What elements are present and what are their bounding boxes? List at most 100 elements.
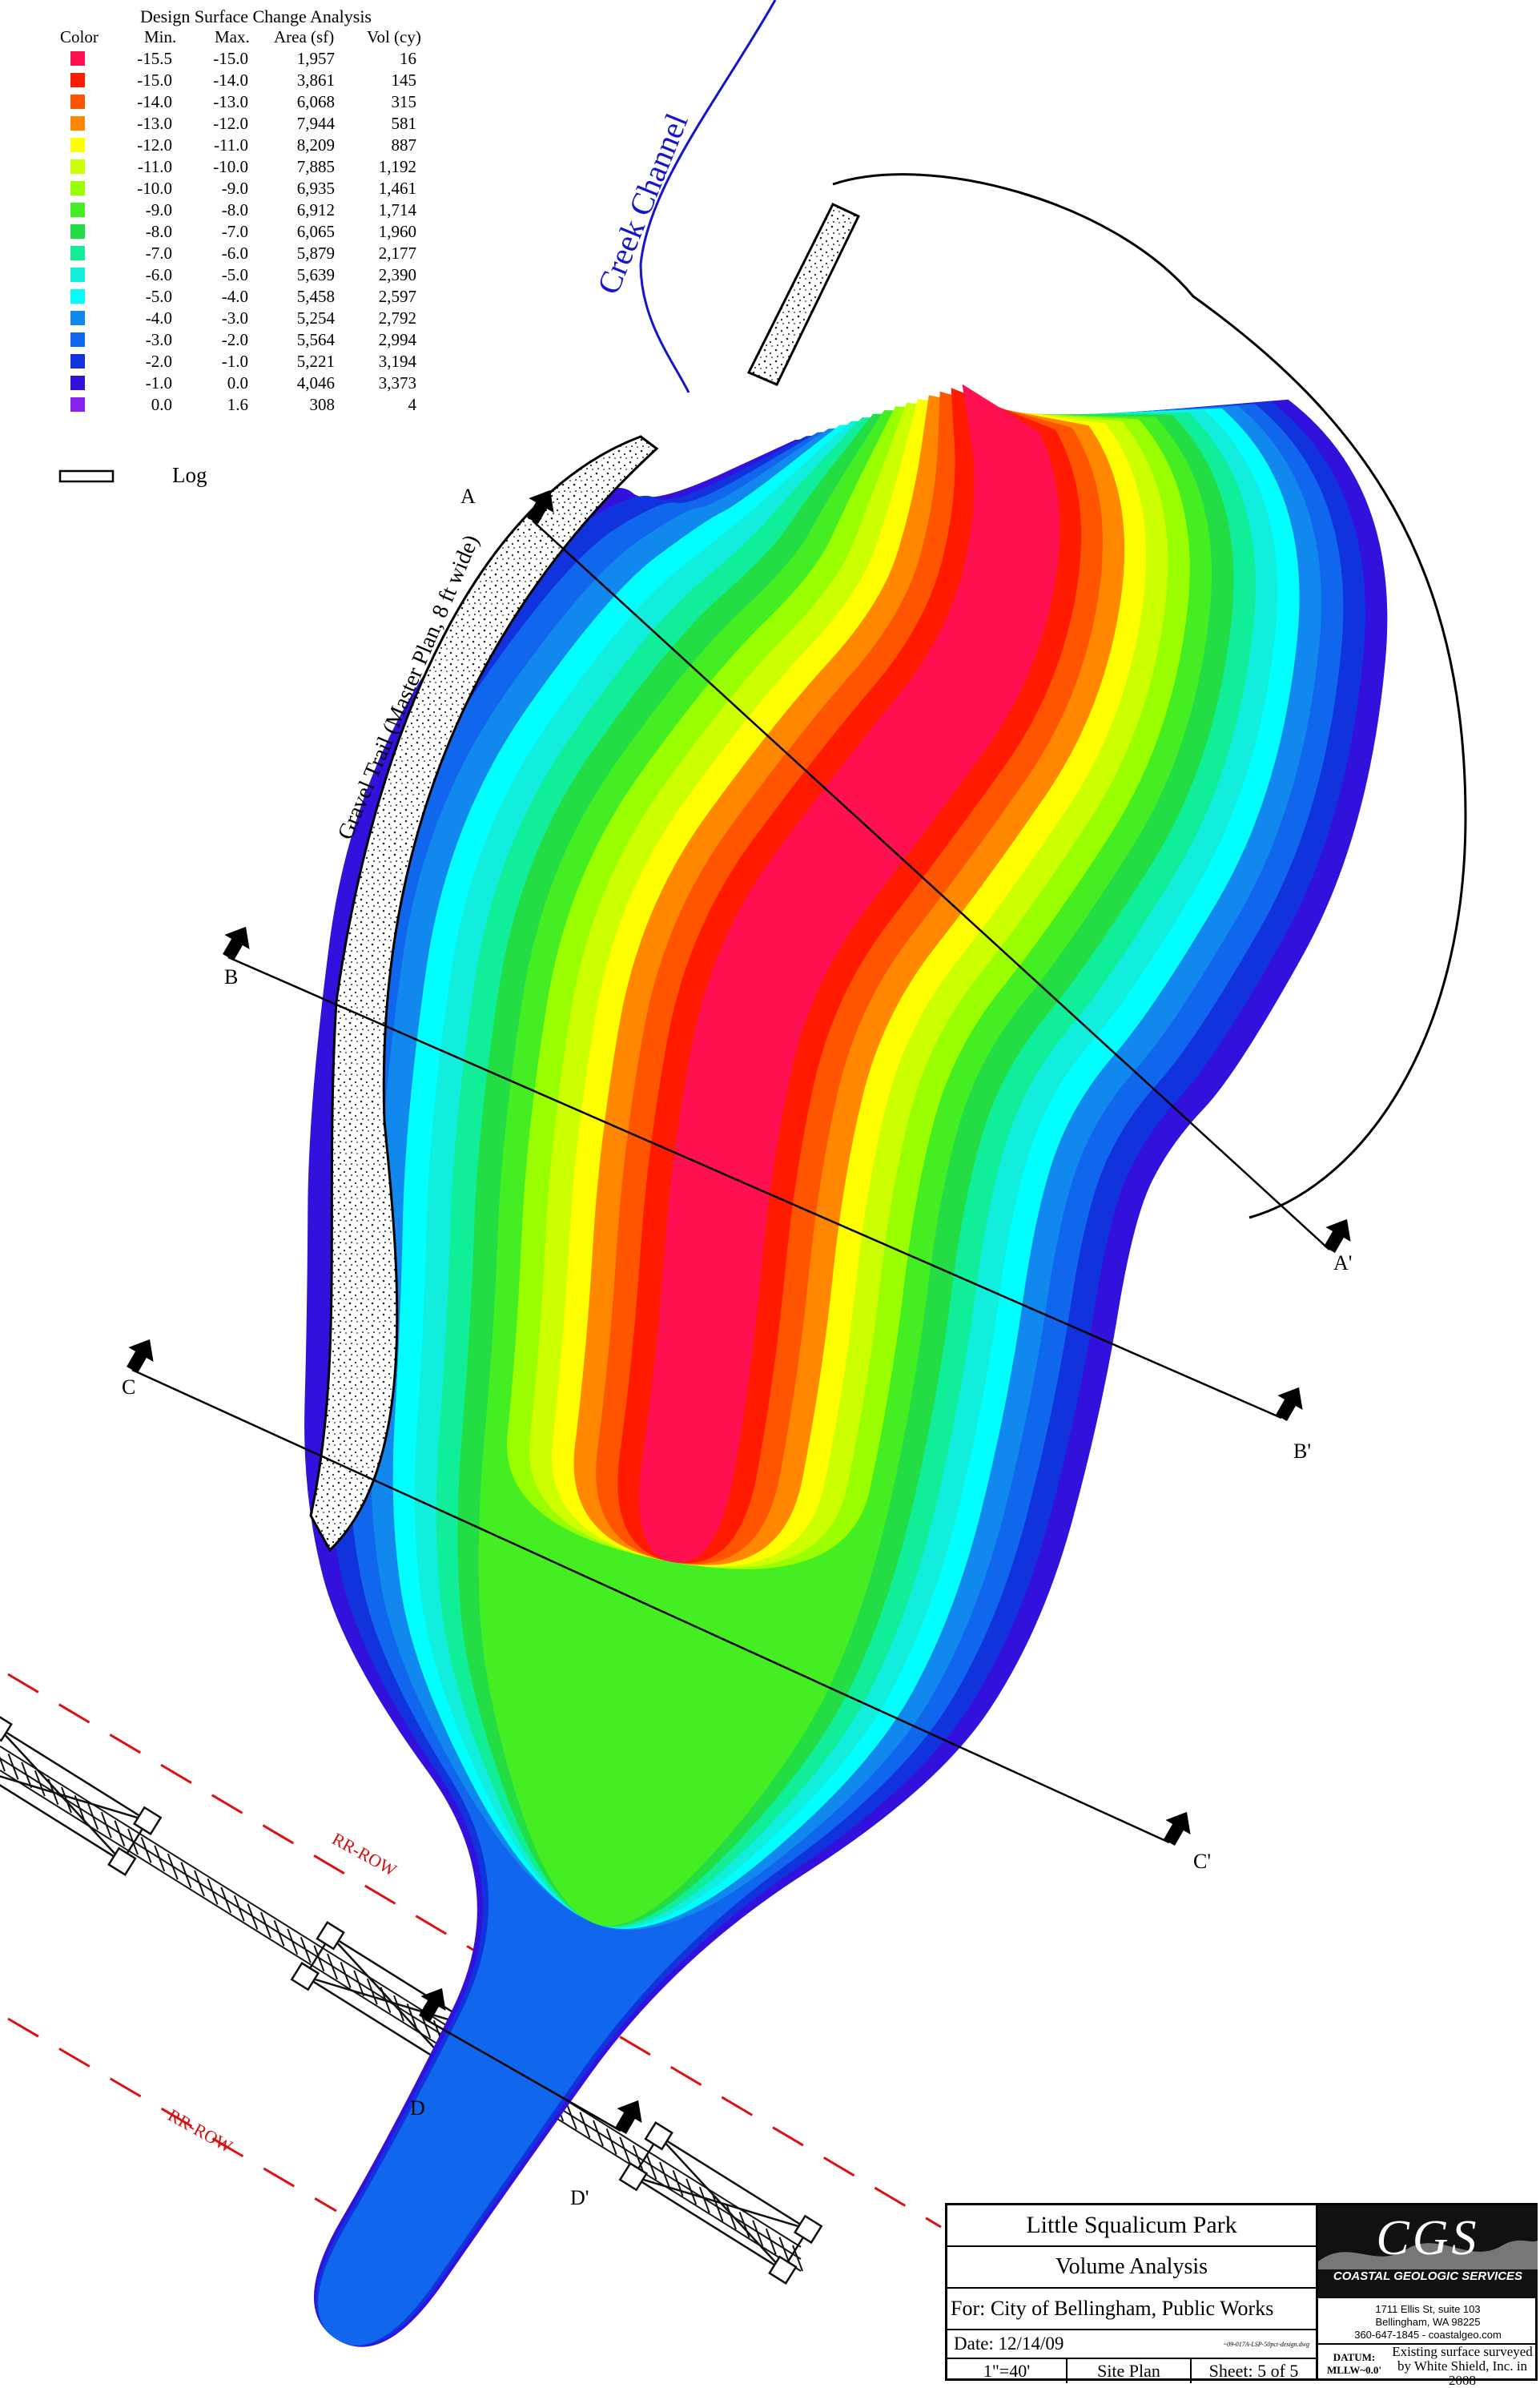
- section-line: [424, 2017, 621, 2132]
- rail-tie: [273, 1920, 285, 1947]
- depth-contours: [304, 384, 1388, 2347]
- company-logo-letters: CGS: [1376, 2211, 1480, 2265]
- creek-channel-line: [639, 0, 777, 393]
- legend-max-value: -13.0: [213, 92, 248, 111]
- rail-tie: [220, 1887, 232, 1914]
- legend-swatch: [70, 224, 85, 239]
- legend-min-value: -11.0: [138, 157, 172, 176]
- rail-tie: [619, 2136, 631, 2164]
- rail-tie: [300, 1936, 312, 1963]
- legend-swatch: [70, 95, 85, 109]
- rail-tie: [287, 1928, 299, 1955]
- section-line: [227, 956, 1282, 1420]
- legend-vol-value: 3,373: [379, 373, 416, 393]
- section-arrow: [223, 926, 250, 960]
- legend-vol-value: 16: [400, 49, 416, 68]
- shoreline-outline: [832, 173, 1467, 1219]
- legend-max-value: -12.0: [213, 114, 248, 133]
- rail-tie: [340, 1962, 352, 1988]
- rail-tie: [313, 1945, 325, 1971]
- section-arrow: [527, 489, 554, 524]
- section-start-label: A: [460, 485, 476, 508]
- rail-tie: [100, 1811, 112, 1838]
- section-arrow: [1164, 1811, 1191, 1846]
- legend-area-value: 308: [310, 395, 336, 414]
- legend-area-value: 3,861: [297, 70, 335, 90]
- legend-max-value: -6.0: [222, 244, 248, 263]
- cross-section-lines: A A' B B' C C' D D': [122, 485, 1352, 2209]
- rail-tie: [167, 1853, 179, 1880]
- legend-max-value: -5.0: [222, 265, 248, 284]
- log-legend-symbol: [58, 469, 115, 483]
- drawing-file: ~09-017A-LSP-50pct-design.dwg: [1223, 2340, 1309, 2348]
- drawing-scale: 1"=40': [947, 2359, 1068, 2383]
- trestle-bent: [618, 2121, 823, 2285]
- creek-channel-label: Creek Channel: [590, 108, 695, 299]
- legend-header-min: Min.: [144, 27, 176, 46]
- rail-tie: [579, 2112, 591, 2138]
- legend-min-value: -9.0: [146, 200, 172, 219]
- legend-header-max: Max.: [215, 27, 250, 46]
- rail-tie: [233, 1895, 245, 1922]
- sheet-number: Sheet: 5 of 5: [1208, 2361, 1299, 2381]
- legend-max-value: -10.0: [213, 157, 248, 176]
- legend-vol-value: 315: [392, 92, 417, 111]
- legend-max-value: -1.0: [222, 352, 248, 371]
- legend-area-value: 4,046: [297, 373, 335, 393]
- rail-tie: [207, 1879, 219, 1905]
- legend-area-value: 5,879: [297, 244, 335, 263]
- legend-header-vol: Vol (cy): [367, 27, 421, 46]
- legend-max-value: 0.0: [227, 373, 248, 393]
- rail-tie: [7, 1754, 19, 1780]
- section-line: [131, 1368, 1170, 1844]
- legend-swatch: [70, 159, 85, 174]
- legend-area-value: 6,065: [297, 222, 335, 241]
- rail-tie: [698, 2186, 710, 2213]
- legend-area-value: 5,564: [297, 330, 336, 349]
- rail-tie: [565, 2103, 577, 2130]
- survey-note: Existing surface surveyed by White Shiel…: [1392, 2344, 1533, 2388]
- legend-max-value: -14.0: [213, 70, 248, 90]
- legend-area-value: 8,209: [297, 135, 335, 155]
- section-start-label: D: [410, 2096, 425, 2120]
- rail-tie: [765, 2228, 777, 2255]
- legend-vol-value: 2,390: [379, 265, 416, 284]
- legend-vol-value: 1,192: [379, 157, 416, 176]
- legend-max-value: -11.0: [214, 135, 248, 155]
- legend-swatch: [70, 354, 85, 368]
- legend-max-value: -2.0: [222, 330, 248, 349]
- legend-vol-value: 4: [408, 395, 417, 414]
- legend-area-value: 7,885: [297, 157, 335, 176]
- legend-swatch: [70, 332, 85, 347]
- legend-min-value: -10.0: [137, 179, 172, 198]
- legend-vol-value: 581: [392, 114, 417, 133]
- legend-header-area: Area (sf): [274, 27, 334, 46]
- section-line: [532, 520, 1330, 1250]
- legend-max-value: 1.6: [227, 395, 248, 414]
- rail-tie: [686, 2178, 698, 2205]
- section-arrow: [1324, 1218, 1351, 1253]
- rail-tie: [34, 1770, 46, 1797]
- section-end-label: D': [570, 2186, 589, 2209]
- gravel-trail: [309, 435, 659, 1552]
- legend-vol-value: 2,597: [379, 287, 416, 306]
- rail-tie: [180, 1862, 192, 1888]
- company-address-1: 1711 Ellis St, suite 103: [1375, 2303, 1481, 2315]
- company-contact: 360-647-1845 - coastalgeo.com: [1354, 2329, 1502, 2341]
- rail-tie: [0, 1756, 6, 1772]
- legend-min-value: -15.0: [137, 70, 172, 90]
- legend-area-value: 6,935: [297, 179, 335, 198]
- rail-tie: [778, 2237, 790, 2263]
- section-start-label: B: [224, 965, 238, 989]
- legend-area-value: 1,957: [297, 49, 335, 68]
- rail-tie: [114, 1820, 126, 1846]
- legend-swatch: [70, 376, 85, 390]
- legend-vol-value: 887: [392, 135, 417, 155]
- legend-max-value: -4.0: [222, 287, 248, 306]
- company-address-2: Bellingham, WA 98225: [1375, 2316, 1481, 2328]
- legend-min-value: -14.0: [137, 92, 172, 111]
- legend-vol-value: 3,194: [379, 352, 417, 371]
- log-legend-label: Log: [172, 463, 207, 487]
- datum-value: MLLW~0.0': [1326, 2364, 1382, 2376]
- legend-max-value: -15.0: [213, 49, 248, 68]
